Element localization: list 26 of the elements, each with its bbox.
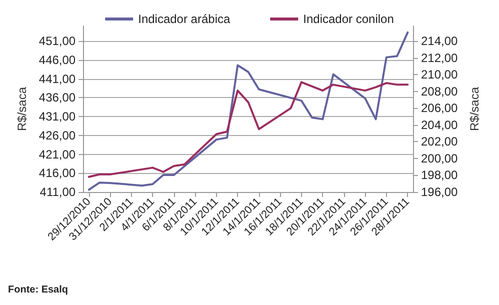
legend-label: Indicador arábica: [138, 12, 230, 26]
y-tick-label: 426,00: [38, 128, 76, 142]
line-series: [88, 31, 409, 191]
y-tick-label: 411,00: [40, 185, 76, 199]
y2-tick-label: 214,00: [421, 34, 458, 48]
y2-tick-label: 204,00: [421, 118, 458, 132]
y-tick-label: 446,00: [38, 52, 76, 67]
y-tick-label: 451,00: [38, 34, 76, 48]
y-axis-title: R$/saca: [15, 86, 29, 132]
line-series: [88, 81, 409, 178]
y2-axis-title: R$/saca: [468, 86, 482, 132]
legend-label: Indicador conilon: [303, 12, 394, 26]
y2-tick-label: 198,00: [421, 168, 458, 182]
y2-tick-label: 206,00: [421, 101, 458, 116]
y2-tick-label: 212,00: [421, 50, 458, 65]
y-tick-label: 421,00: [38, 147, 76, 162]
y2-tick-label: 208,00: [421, 84, 458, 98]
y2-tick-label: 200,00: [421, 151, 458, 166]
y-tick-label: 441,00: [38, 72, 76, 86]
y2-tick-label: 196,00: [421, 185, 458, 199]
y2-tick-label: 202,00: [421, 134, 458, 149]
y-tick-label: 416,00: [38, 166, 76, 180]
y2-tick-label: 210,00: [421, 68, 458, 82]
y-tick-label: 431,00: [38, 110, 76, 124]
y-tick-label: 436,00: [38, 90, 76, 105]
source-note: Fonte: Esalq: [8, 284, 68, 296]
